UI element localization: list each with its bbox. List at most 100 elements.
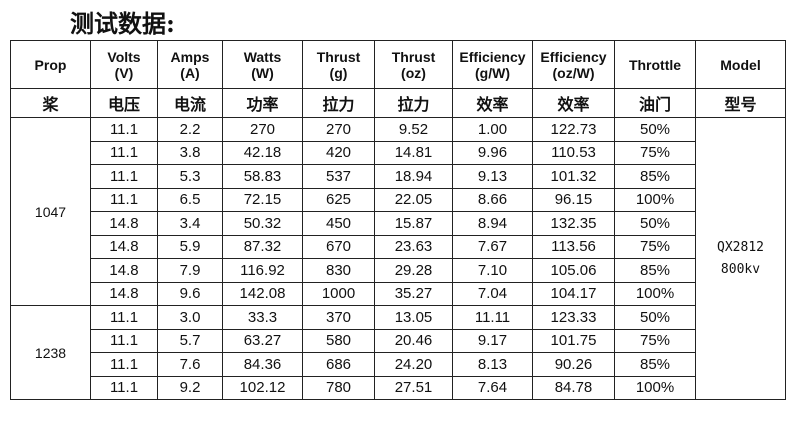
header-cell-zh: 桨 <box>10 88 91 118</box>
header-unit: (g/W) <box>475 64 510 81</box>
data-cell: 100% <box>614 375 696 400</box>
header-unit: (oz/W) <box>552 64 595 81</box>
data-cell: 537 <box>302 164 375 189</box>
data-row: 11.1 5.7 63.27 580 20.46 9.17 101.75 75% <box>11 328 786 353</box>
header-cell: Volts (V) <box>90 40 158 89</box>
header-row: Prop Volts (V) Amps (A) Watts (W) Thrust (g) Thru… <box>10 40 786 89</box>
header-cell-zh: 电流 <box>157 88 223 118</box>
data-cell: 8.66 <box>452 187 533 212</box>
data-cell: 2.2 <box>157 117 223 142</box>
data-cell: 33.3 <box>222 305 303 330</box>
data-cell: 104.17 <box>532 281 615 306</box>
header-cell-zh: 电压 <box>90 88 158 118</box>
data-cell: 75% <box>614 140 696 165</box>
data-table: Prop Volts (V) Amps (A) Watts (W) Thrust (g) Thru… <box>10 40 786 400</box>
data-cell: 105.06 <box>532 258 615 283</box>
data-cell: 420 <box>302 140 375 165</box>
data-cell: 3.0 <box>157 305 223 330</box>
data-cell: 11.1 <box>90 117 158 142</box>
data-row: 11.1 6.5 72.15 625 22.05 8.66 96.15 100% <box>11 187 786 212</box>
data-cell: 5.7 <box>157 328 223 353</box>
data-cell: 50% <box>614 305 696 330</box>
header-unit: (A) <box>180 64 200 81</box>
model-cell: QX2812 800kv <box>695 117 786 400</box>
data-cell: 90.26 <box>532 352 615 377</box>
data-cell: 100% <box>614 187 696 212</box>
model-text: 800kv <box>720 261 761 277</box>
data-cell: 580 <box>302 328 375 353</box>
header-name: Watts <box>243 48 282 65</box>
data-cell: 370 <box>302 305 375 330</box>
data-row: 11.1 5.3 58.83 537 18.94 9.13 101.32 85% <box>11 164 786 189</box>
data-cell: 830 <box>302 258 375 283</box>
header-name: Amps <box>170 48 210 65</box>
data-cell: 14.8 <box>90 234 158 259</box>
data-cell: 14.8 <box>90 211 158 236</box>
data-cell: 72.15 <box>222 187 303 212</box>
data-cell: 100% <box>614 281 696 306</box>
header-cell-zh: 油门 <box>614 88 696 118</box>
data-cell: 35.27 <box>374 281 453 306</box>
data-cell: 101.75 <box>532 328 615 353</box>
data-cell: 113.56 <box>532 234 615 259</box>
data-cell: 7.64 <box>452 375 533 400</box>
header-cell-zh: 拉力 <box>374 88 453 118</box>
header-unit: (g) <box>329 64 348 81</box>
data-cell: 18.94 <box>374 164 453 189</box>
header-unit: (W) <box>251 64 274 81</box>
header-cell-zh: 效率 <box>452 88 533 118</box>
header-name: Thrust <box>391 48 436 65</box>
data-cell: 122.73 <box>532 117 615 142</box>
header-cell-zh: 效率 <box>532 88 615 118</box>
data-cell: 11.1 <box>90 305 158 330</box>
header-cell: Throttle <box>614 40 696 89</box>
data-row: 11.1 7.6 84.36 686 24.20 8.13 90.26 85% <box>11 352 786 377</box>
data-cell: 9.96 <box>452 140 533 165</box>
data-row: 1047 11.1 2.2 270 270 9.52 1.00 122.73 50% QX2812… <box>10 117 786 400</box>
data-cell: 27.51 <box>374 375 453 400</box>
header-cell: Model <box>695 40 786 89</box>
data-cell: 84.36 <box>222 352 303 377</box>
data-cell: 58.83 <box>222 164 303 189</box>
data-cell: 85% <box>614 164 696 189</box>
header-cell: Thrust (g) <box>302 40 375 89</box>
header-cell: Amps (A) <box>157 40 223 89</box>
data-cell: 102.12 <box>222 375 303 400</box>
data-cell: 84.78 <box>532 375 615 400</box>
data-cell: 50% <box>614 211 696 236</box>
data-cell: 14.8 <box>90 258 158 283</box>
data-cell: 9.13 <box>452 164 533 189</box>
data-cell: 22.05 <box>374 187 453 212</box>
data-cell: 11.1 <box>90 187 158 212</box>
data-cell: 7.67 <box>452 234 533 259</box>
data-cell: 3.4 <box>157 211 223 236</box>
header-unit: (V) <box>114 64 134 81</box>
header-name: Efficiency <box>459 48 526 65</box>
data-cell: 8.94 <box>452 211 533 236</box>
data-cell: 14.81 <box>374 140 453 165</box>
data-cell: 110.53 <box>532 140 615 165</box>
data-cell: 20.46 <box>374 328 453 353</box>
data-cell: 11.1 <box>90 352 158 377</box>
data-cell: 132.35 <box>532 211 615 236</box>
data-cell: 6.5 <box>157 187 223 212</box>
data-row: 14.8 9.6 142.08 1000 35.27 7.04 104.17 100% <box>11 281 786 306</box>
table-head: Prop Volts (V) Amps (A) Watts (W) Thrust (g) Thru… <box>10 40 786 118</box>
header-row-zh: 桨电压 电流 功率 拉力 拉力 效率 效率 油门 型号 <box>10 88 786 118</box>
data-cell: 101.32 <box>532 164 615 189</box>
data-row: 14.8 3.4 50.32 450 15.87 8.94 132.35 50% <box>11 211 786 236</box>
data-cell: 686 <box>302 352 375 377</box>
prop-cell: 1047 <box>10 117 91 306</box>
data-cell: 270 <box>222 117 303 142</box>
data-row: 11.1 3.8 42.18 420 14.81 9.96 110.53 75% <box>11 140 786 165</box>
data-cell: 75% <box>614 328 696 353</box>
data-cell: 8.13 <box>452 352 533 377</box>
data-cell: 7.9 <box>157 258 223 283</box>
data-cell: 1.00 <box>452 117 533 142</box>
data-cell: 23.63 <box>374 234 453 259</box>
header-cell-zh: 功率 <box>222 88 303 118</box>
data-cell: 5.9 <box>157 234 223 259</box>
data-cell: 7.6 <box>157 352 223 377</box>
data-cell: 123.33 <box>532 305 615 330</box>
